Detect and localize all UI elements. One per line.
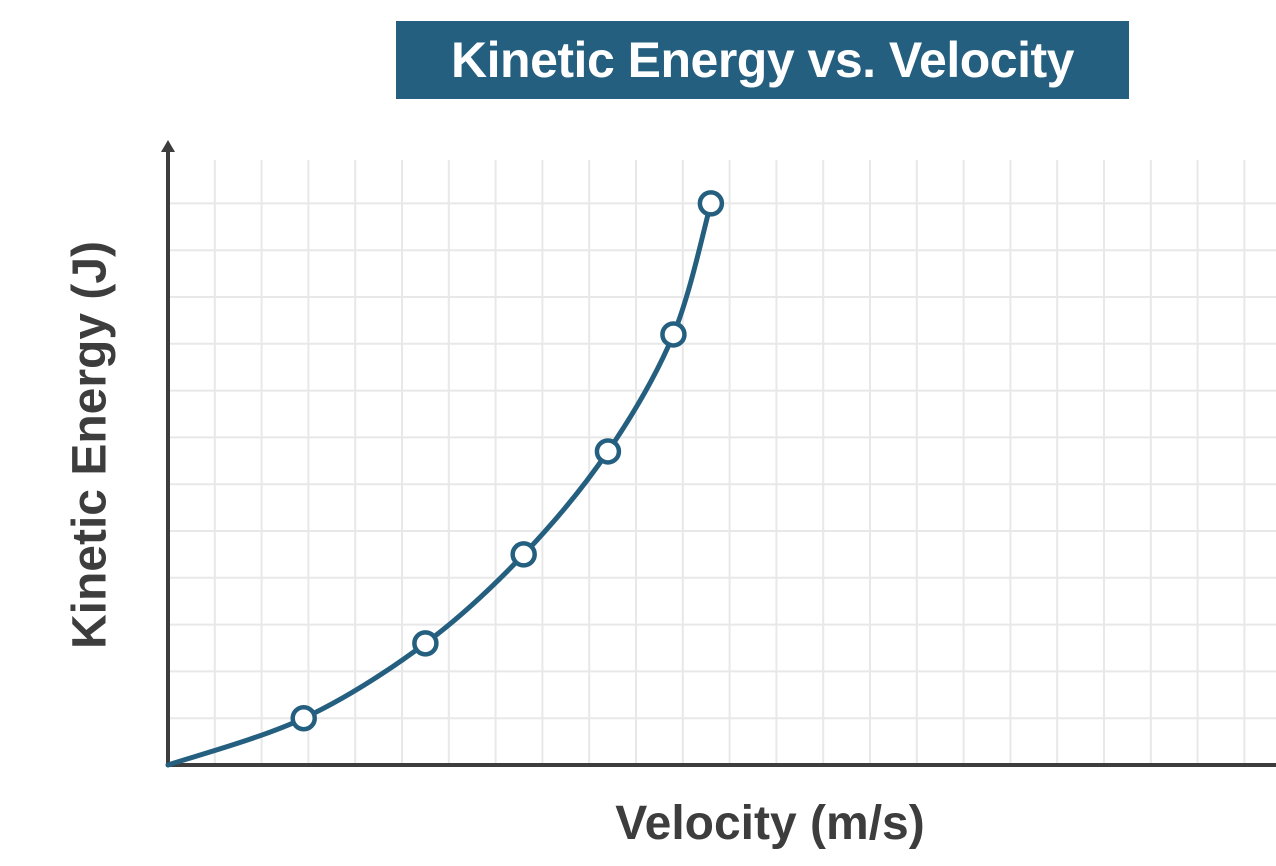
data-point [594,438,622,465]
grid-lines [168,160,1276,765]
y-axis-arrow [161,140,175,152]
data-point [697,190,725,217]
y-axis-label: Kinetic Energy (J) [63,240,117,650]
data-series [165,190,725,768]
data-point [412,630,439,657]
chart-title-banner: Kinetic Energy vs. Velocity [396,21,1129,99]
data-point [660,321,687,348]
axes [161,140,1276,767]
data-point [510,541,537,568]
data-point [290,704,317,732]
chart-title: Kinetic Energy vs. Velocity [451,32,1074,88]
x-axis-label: Velocity (m/s) [615,797,925,850]
